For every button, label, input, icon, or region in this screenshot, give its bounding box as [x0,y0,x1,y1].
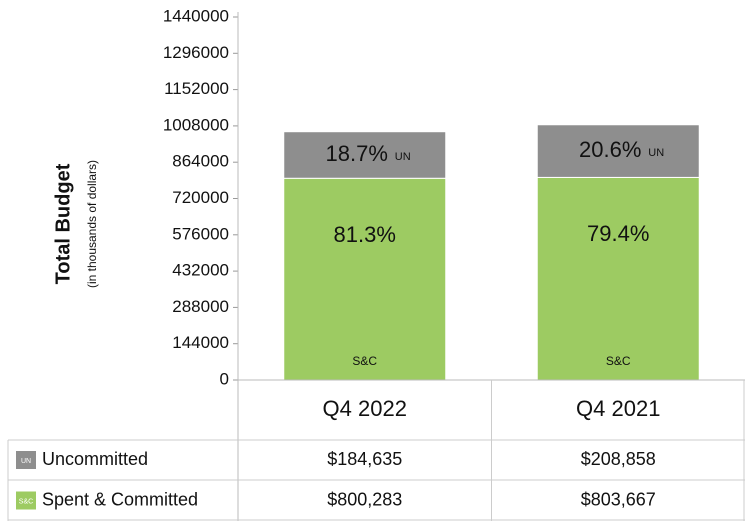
y-tick-label: 720000 [172,188,229,207]
y-tick-label: 432000 [172,261,229,280]
x-tick-label: Q4 2021 [576,396,660,421]
bar-segment [536,124,700,178]
legend-label: Spent & Committed [42,489,198,509]
y-tick-label: 864000 [172,152,229,171]
bar-segment [283,131,447,179]
bar-percent-label: 18.7% [326,141,388,166]
y-tick-label: 1296000 [163,43,229,62]
y-axis-title: Total Budget [52,163,74,284]
y-tick-label: 288000 [172,297,229,316]
legend-label: Uncommitted [42,449,148,469]
legend-swatch-label: UN [21,458,31,465]
y-tick-label: 0 [220,369,229,388]
legend-swatch [16,491,36,510]
table-value: $803,667 [581,489,656,509]
bar-percent-label: 20.6% [579,137,641,162]
y-tick-label: 144000 [172,333,229,352]
x-tick-label: Q4 2022 [323,396,407,421]
bar-segment [536,176,700,381]
bar-short-label: UN [648,147,664,159]
bar-percent-label: 79.4% [587,221,649,246]
table-value: $208,858 [581,449,656,469]
bar-short-label: UN [395,151,411,163]
table-value: $184,635 [327,449,402,469]
y-axis-subtitle: (in thousands of dollars) [85,160,99,288]
bar-percent-label: 81.3% [334,222,396,247]
legend-swatch-label: S&C [19,498,33,505]
bar-segment [283,177,447,381]
y-tick-label: 1152000 [164,79,229,98]
y-tick-label: 576000 [172,224,229,243]
y-tick-label: 1008000 [163,115,229,134]
y-tick-label: 1440000 [163,6,229,25]
legend-swatch [16,451,36,469]
table-value: $800,283 [327,489,402,509]
bar-short-label: S&C [352,354,377,368]
bar-short-label: S&C [606,354,631,368]
